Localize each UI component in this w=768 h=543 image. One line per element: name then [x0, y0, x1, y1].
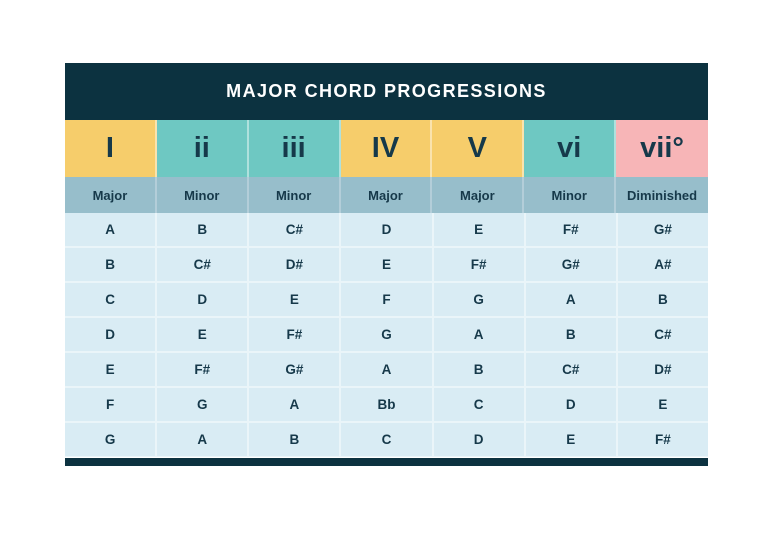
note-cell: C	[65, 283, 156, 316]
quality-cell: Minor	[157, 177, 249, 213]
note-cell: F#	[433, 248, 524, 281]
note-cell: A	[433, 318, 524, 351]
note-cell: D	[341, 213, 432, 246]
note-cell: D#	[617, 353, 708, 386]
quality-cell: Minor	[524, 177, 617, 213]
roman-numeral-cell: V	[432, 120, 525, 177]
note-cell: C#	[157, 248, 248, 281]
note-cell: C#	[525, 353, 616, 386]
note-cell: C#	[617, 318, 708, 351]
roman-numeral-cell: ii	[156, 120, 249, 177]
note-cell: G#	[525, 248, 616, 281]
roman-numeral-cell: I	[65, 120, 157, 177]
note-cell: B	[525, 318, 616, 351]
quality-cell: Major	[432, 177, 525, 213]
quality-row: Major Minor Minor Major Major Minor Diminished	[65, 177, 708, 213]
note-cell: C	[433, 388, 524, 421]
note-cell: B	[433, 353, 524, 386]
roman-numeral-cell: IV	[340, 120, 433, 177]
quality-cell: Diminished	[627, 187, 698, 203]
roman-numeral-cell: vi	[524, 120, 617, 177]
note-cell: E	[617, 388, 708, 421]
note-cell: A	[249, 388, 340, 421]
note-cell: E	[65, 353, 156, 386]
note-cell: D#	[249, 248, 340, 281]
note-cell: D	[525, 388, 616, 421]
note-cell: F#	[617, 423, 708, 456]
quality-cell: Minor	[249, 177, 341, 213]
note-cell: B	[249, 423, 340, 456]
note-cell: G	[341, 318, 432, 351]
roman-numeral-cell: iii	[248, 120, 341, 177]
note-cell: Bb	[341, 388, 432, 421]
note-cell: G#	[617, 213, 708, 246]
note-cell: E	[341, 248, 432, 281]
quality-cell: Major	[341, 177, 433, 213]
note-cell: B	[617, 283, 708, 316]
note-cell: D	[65, 318, 156, 351]
note-cell: F#	[249, 318, 340, 351]
note-cell: G#	[249, 353, 340, 386]
note-cell: F#	[525, 213, 616, 246]
note-cell: G	[157, 388, 248, 421]
note-cell: A	[341, 353, 432, 386]
note-cell: B	[65, 248, 156, 281]
note-cell: A	[65, 213, 156, 246]
note-cell: A#	[617, 248, 708, 281]
quality-cell: Major	[65, 177, 157, 213]
table-body: A B C# D E F# G# B C# D# E F# G# A# C D E F G A B D E F# G A B C# E F…	[65, 213, 708, 457]
note-cell: F	[65, 388, 156, 421]
note-cell: D	[157, 283, 248, 316]
footer-bar	[65, 458, 708, 466]
note-cell: E	[249, 283, 340, 316]
note-cell: G	[65, 423, 156, 456]
note-cell: C	[341, 423, 432, 456]
note-cell: B	[157, 213, 248, 246]
chart-title: MAJOR CHORD PROGRESSIONS	[226, 81, 547, 101]
note-cell: C#	[249, 213, 340, 246]
title-bar: MAJOR CHORD PROGRESSIONS	[65, 63, 708, 120]
note-cell: A	[525, 283, 616, 316]
note-cell: E	[433, 213, 524, 246]
note-cell: G	[433, 283, 524, 316]
note-cell: E	[525, 423, 616, 456]
note-cell: E	[157, 318, 248, 351]
note-cell: D	[433, 423, 524, 456]
note-cell: F#	[157, 353, 248, 386]
note-cell: F	[341, 283, 432, 316]
note-cell: A	[157, 423, 248, 456]
roman-numeral-cell: vii°	[616, 120, 708, 177]
